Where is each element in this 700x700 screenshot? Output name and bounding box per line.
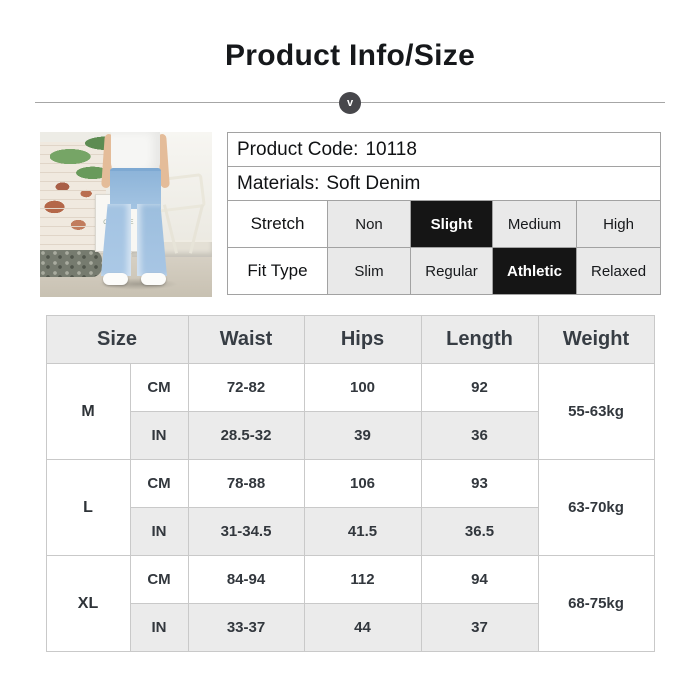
materials-row: Materials: Soft Denim <box>226 166 662 201</box>
fit-type-label: Fit Type <box>227 247 328 295</box>
cell-m-cm-length: 92 <box>420 363 539 412</box>
size-row-l-cm: L CM 78-88 106 93 63-70kg <box>45 459 655 556</box>
cell-xl-cm-hips: 112 <box>303 555 422 604</box>
cell-l-in-waist: 31-34.5 <box>187 507 305 556</box>
size-row-m-in: IN 28.5-32 39 36 <box>46 411 654 460</box>
fit-option-athletic-selected: Athletic <box>492 247 577 295</box>
header-weight: Weight <box>537 315 655 364</box>
stretch-option-slight-selected: Slight <box>410 200 493 248</box>
materials-label: Materials: <box>237 172 320 194</box>
jeans-hip <box>110 168 161 209</box>
product-code-cell: Product Code: 10118 <box>226 132 662 167</box>
fit-type-attribute-row: Fit Type Slim Regular Athletic Relaxed <box>227 247 662 295</box>
cell-l-in-hips: 41.5 <box>303 507 422 556</box>
cell-l-weight: 63-70kg <box>537 459 655 556</box>
fit-option-slim: Slim <box>327 247 411 295</box>
fit-option-relaxed: Relaxed <box>575 247 662 295</box>
cell-xl-cm-length: 94 <box>420 555 539 604</box>
materials-cell: Materials: Soft Denim <box>226 166 662 201</box>
materials-value: Soft Denim <box>326 172 421 194</box>
size-label-l: L <box>45 459 131 556</box>
unit-in: IN <box>129 603 189 652</box>
cell-xl-in-waist: 33-37 <box>187 603 305 652</box>
cell-m-in-length: 36 <box>420 411 539 460</box>
section-divider: v <box>35 91 665 114</box>
size-chart-header-row: Size Waist Hips Length Weight <box>45 315 655 364</box>
cell-m-cm-hips: 100 <box>303 363 422 412</box>
unit-cm: CM <box>129 459 189 508</box>
unit-in: IN <box>129 507 189 556</box>
cell-xl-in-length: 37 <box>420 603 539 652</box>
size-row-xl-cm: XL CM 84-94 112 94 68-75kg <box>45 555 655 652</box>
product-photo: RAW COFFEE STAND <box>40 132 212 297</box>
header-hips: Hips <box>303 315 422 364</box>
cell-xl-in-hips: 44 <box>303 603 422 652</box>
cell-l-cm-hips: 106 <box>303 459 422 508</box>
cell-m-cm-waist: 72-82 <box>187 363 305 412</box>
cell-m-in-hips: 39 <box>303 411 422 460</box>
product-code-label: Product Code: <box>237 138 359 160</box>
gravel-strip <box>40 250 102 277</box>
product-code-row: Product Code: 10118 <box>226 132 662 167</box>
product-code-value: 10118 <box>365 138 417 160</box>
size-row-l-in: IN 31-34.5 41.5 36.5 <box>46 507 654 556</box>
chevron-down-icon: v <box>339 91 361 114</box>
stretch-label: Stretch <box>227 200 328 248</box>
size-row-m-cm: M CM 72-82 100 92 55-63kg <box>45 363 655 460</box>
cell-xl-weight: 68-75kg <box>537 555 655 652</box>
size-label-xl: XL <box>45 555 131 652</box>
white-sneaker <box>103 273 128 285</box>
cell-m-in-waist: 28.5-32 <box>187 411 305 460</box>
stretch-attribute-row: Stretch Non Slight Medium High <box>227 200 662 248</box>
unit-in: IN <box>129 411 189 460</box>
fit-option-regular: Regular <box>410 247 493 295</box>
stretch-option-medium: Medium <box>492 200 577 248</box>
size-row-xl-in: IN 33-37 44 37 <box>46 603 654 652</box>
page-title: Product Info/Size <box>224 39 476 72</box>
white-sneaker <box>141 273 166 285</box>
cell-l-cm-length: 93 <box>420 459 539 508</box>
product-info-table: Product Code: 10118 Materials: Soft Denim … <box>226 132 662 295</box>
unit-cm: CM <box>129 555 189 604</box>
top-section: RAW COFFEE STAND Product Code: 10118 <box>40 132 662 297</box>
model-tshirt <box>111 132 160 172</box>
cell-l-cm-waist: 78-88 <box>187 459 305 508</box>
header-length: Length <box>420 315 539 364</box>
stretch-option-non: Non <box>327 200 411 248</box>
header-waist: Waist <box>187 315 305 364</box>
cell-m-weight: 55-63kg <box>537 363 655 460</box>
size-chart-table: Size Waist Hips Length Weight M CM 72-82… <box>45 315 655 652</box>
unit-cm: CM <box>129 363 189 412</box>
size-label-m: M <box>45 363 131 460</box>
stretch-option-high: High <box>575 200 662 248</box>
cell-l-in-length: 36.5 <box>420 507 539 556</box>
cell-xl-cm-waist: 84-94 <box>187 555 305 604</box>
header-size: Size <box>45 315 189 364</box>
